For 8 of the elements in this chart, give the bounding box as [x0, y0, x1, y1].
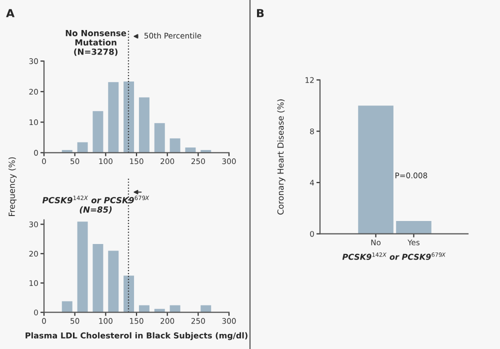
y-axis-title: Coronary Heart Disease (%)	[277, 99, 286, 215]
text: B	[257, 9, 264, 18]
chart-title: No Nonsense Mutation (N=3278)	[66, 30, 126, 56]
x-axis-title: Plasma LDL Cholesterol in Black Subjects (mg/dl)	[26, 332, 248, 340]
x-axis-title: PCSK9$^{142X}$ or PCSK9$^{679X}$	[342, 252, 446, 260]
y-axis-title: Frequency (%)	[8, 157, 17, 216]
text: A	[6, 9, 15, 18]
chart-title: PCSK9$^{142X}$ or PCSK9$^{679X}$ (N=85)	[42, 196, 150, 214]
